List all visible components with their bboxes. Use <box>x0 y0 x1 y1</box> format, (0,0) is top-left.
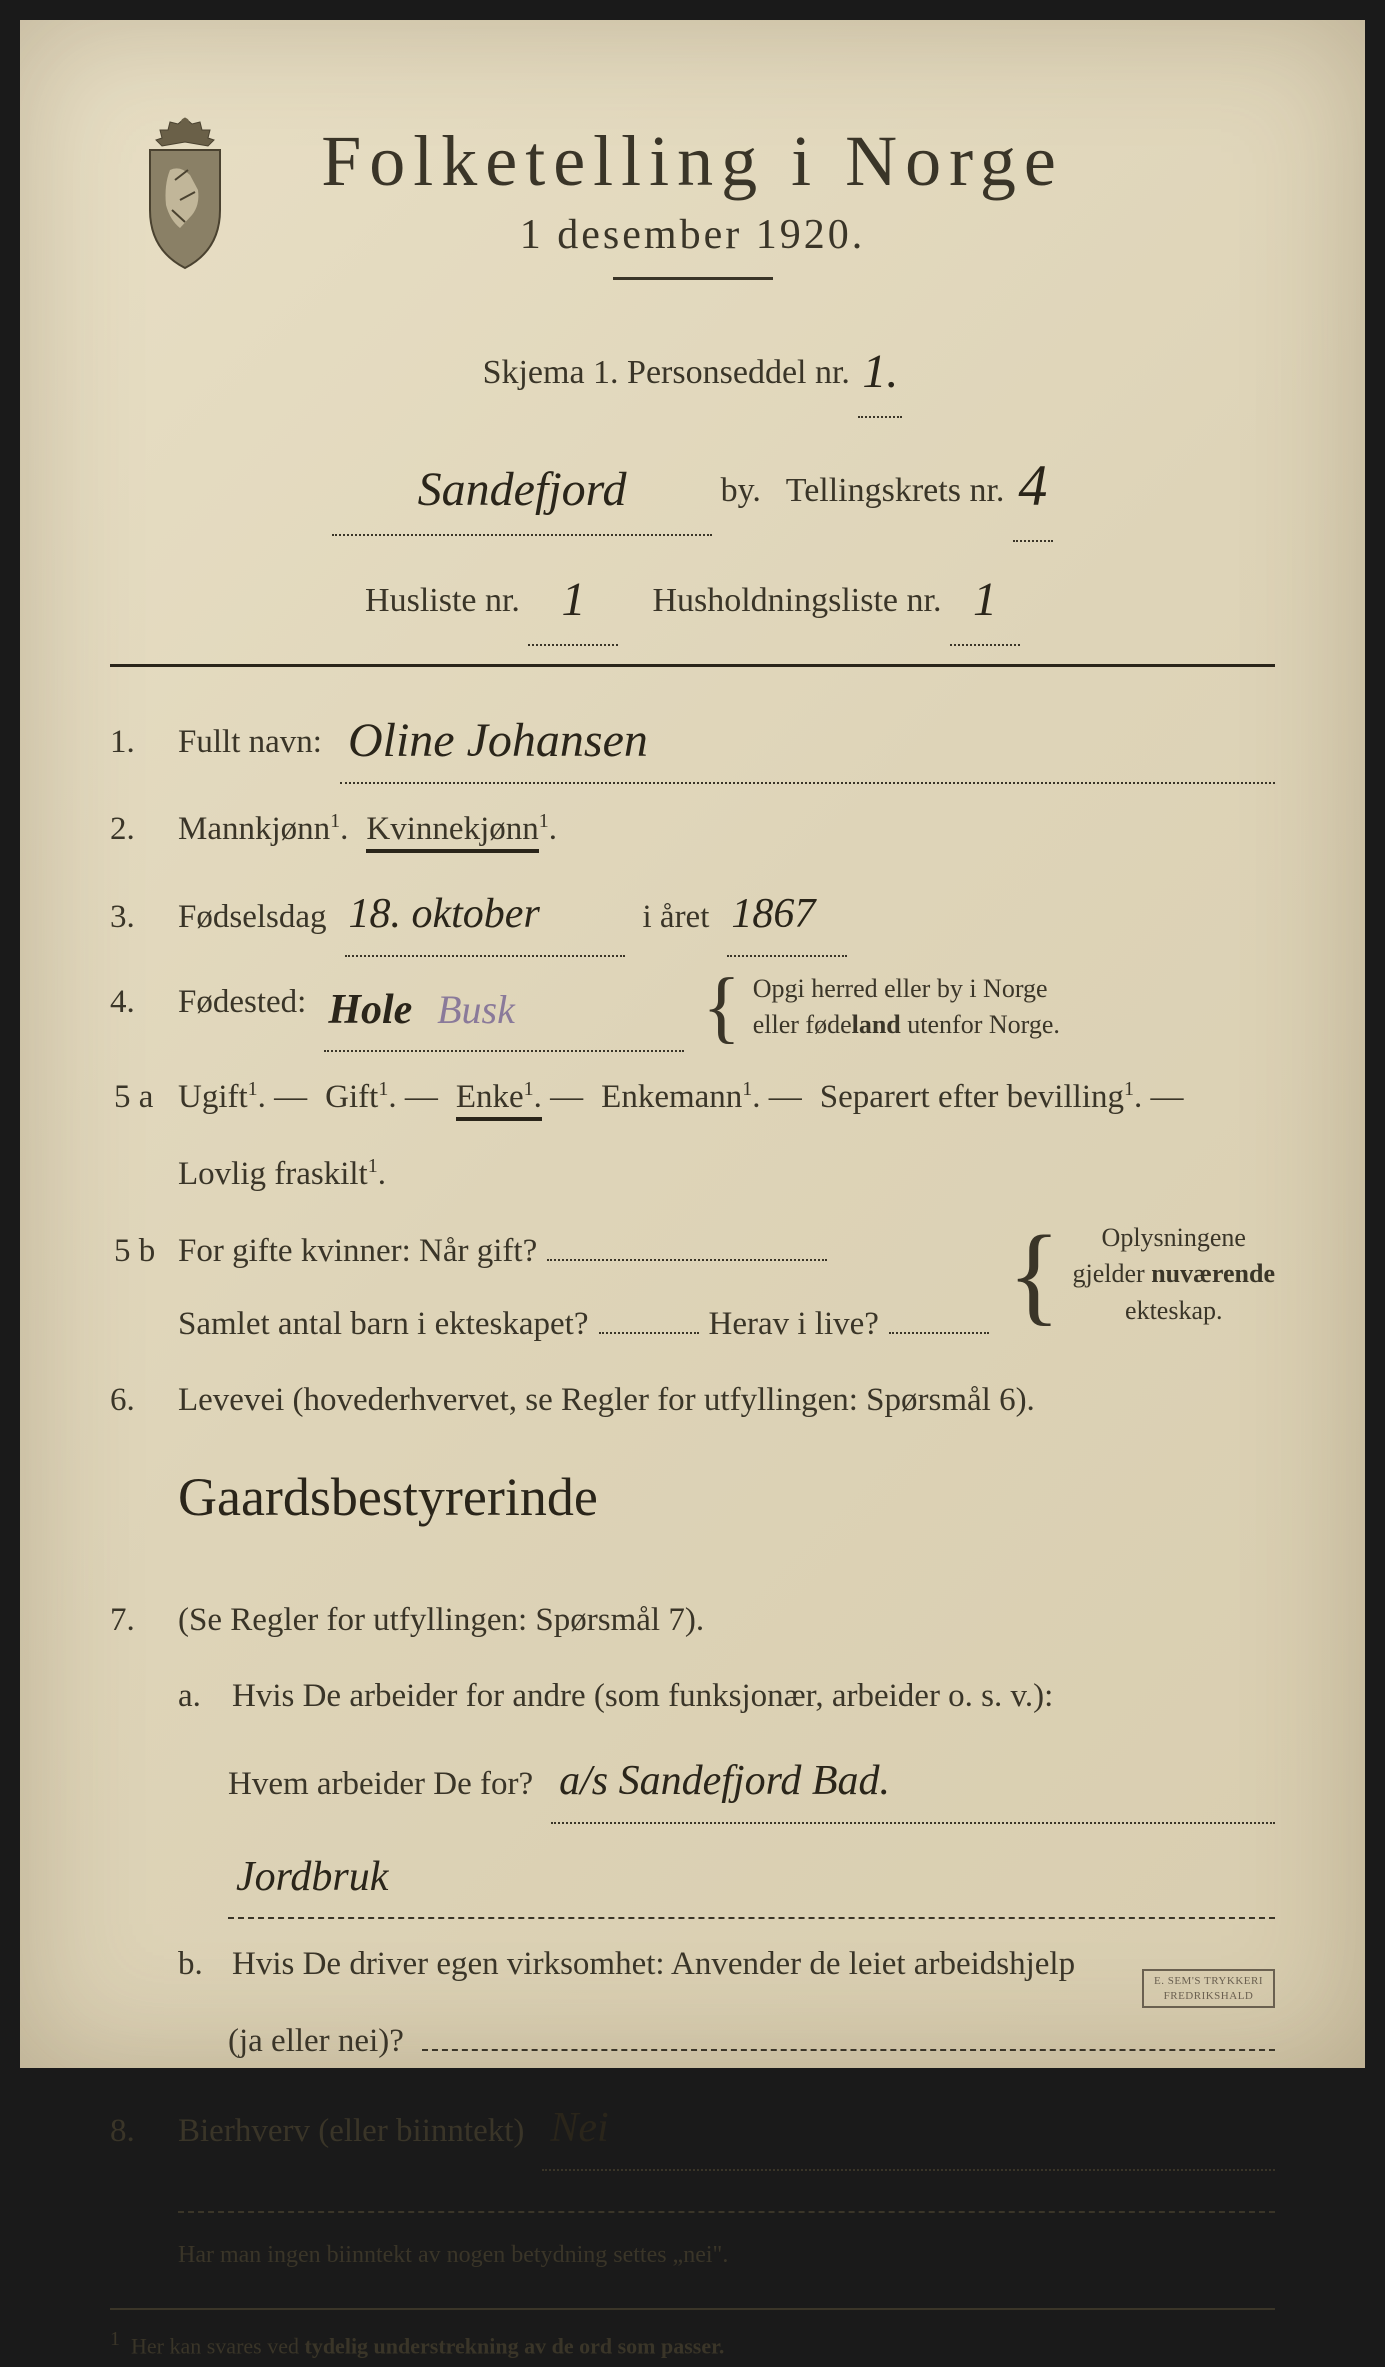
coat-of-arms-icon <box>130 110 240 270</box>
q7b-row2: (ja eller nei)? <box>110 2010 1275 2073</box>
form-body: 1. Fullt navn: Oline Johansen 2. Mannkjø… <box>110 691 1275 2367</box>
q1-label: Fullt navn: <box>178 711 322 774</box>
q7a-row2: Hvem arbeider De for? a/s Sandefjord Bad… <box>110 1742 1275 1824</box>
q7a-label2: Hvem arbeider De for? <box>228 1753 533 1816</box>
title-sub: 1 desember 1920. <box>110 211 1275 259</box>
skjema-label: Skjema 1. Personseddel nr. <box>483 354 850 391</box>
q4-label: Fødested: <box>178 971 306 1034</box>
personseddel-nr: 1. <box>862 324 898 420</box>
q5b-row: 5 b For gifte kvinner: Når gift? Samlet … <box>110 1220 1275 1355</box>
q2-num: 2. <box>110 798 160 861</box>
divider-full <box>110 664 1275 667</box>
title-main: Folketelling i Norge <box>110 120 1275 203</box>
q2-label2: Kvinnekjønn1. <box>366 798 557 861</box>
q4-note2c: utenfor Norge. <box>901 1010 1060 1039</box>
q4-row: 4. Fødested: Hole Busk { Opgi herred ell… <box>110 971 1275 1053</box>
q7-label: (Se Regler for utfyllingen: Spørsmål 7). <box>178 1589 704 1652</box>
q6-row: 6. Levevei (hovederhvervet, se Regler fo… <box>110 1369 1275 1432</box>
q5b-label2: Samlet antal barn i ekteskapet? <box>178 1293 589 1356</box>
q5b-label3: Herav i live? <box>709 1293 879 1356</box>
q3-year: 1867 <box>731 891 815 937</box>
q4-note2: eller føde <box>753 1010 852 1039</box>
q1-num: 1. <box>110 711 160 774</box>
q3-label: Fødselsdag <box>178 886 327 949</box>
q5b-num: 5 b <box>110 1220 160 1283</box>
q6-label: Levevei (hovederhvervet, se Regler for u… <box>178 1369 1035 1432</box>
q7a-label1: Hvis De arbeider for andre (som funksjon… <box>232 1665 1053 1728</box>
q7-row: 7. (Se Regler for utfyllingen: Spørsmål … <box>110 1589 1275 1652</box>
q6-num: 6. <box>110 1369 160 1432</box>
q5a-num: 5 a <box>110 1066 160 1129</box>
q3-day: 18. oktober <box>349 891 540 937</box>
q7a-value2: Jordbruk <box>236 1854 388 1900</box>
q1-row: 1. Fullt navn: Oline Johansen <box>110 691 1275 784</box>
q2-row: 2. Mannkjønn1. Kvinnekjønn1. <box>110 798 1275 861</box>
q3-mid: i året <box>643 886 710 949</box>
q2-label: Mannkjønn1. <box>178 798 348 861</box>
q7b-label1: Hvis De driver egen virksomhet: Anvender… <box>232 1933 1075 1996</box>
footnote1: Har man ingen biinntekt av nogen betydni… <box>110 2233 1275 2279</box>
tellingskrets-label: Tellingskrets nr. <box>786 472 1005 509</box>
q5b-label1: For gifte kvinner: Når gift? <box>178 1220 537 1283</box>
q5b-note-block: { Oplysningene gjelder nuværende ekteska… <box>1008 1220 1275 1329</box>
q4-note2b: land <box>852 1010 901 1039</box>
tellingskrets-nr: 4 <box>1018 428 1047 544</box>
q7b-label2: (ja eller nei)? <box>228 2010 404 2073</box>
q3-row: 3. Fødselsdag 18. oktober i året 1867 <box>110 875 1275 957</box>
q4-value2: Busk <box>437 987 515 1032</box>
q8-row2 <box>110 2185 1275 2213</box>
q7a-row1: a. Hvis De arbeider for andre (som funks… <box>110 1665 1275 1728</box>
footnote2: 1 Her kan svares ved tydelig understrekn… <box>110 2320 1275 2367</box>
meta-block: Skjema 1. Personseddel nr. 1. Sandefjord… <box>110 320 1275 646</box>
q8-label: Bierhverv (eller biinntekt) <box>178 2100 524 2163</box>
husliste-nr: 1 <box>561 552 585 648</box>
q5a-row: 5 a Ugift1. — Gift1. — Enke1. — Enkemann… <box>110 1066 1275 1129</box>
by-suffix: by. <box>721 472 761 509</box>
q1-value: Oline Johansen <box>348 695 648 786</box>
q5a-row2: Lovlig fraskilt1. <box>110 1143 1275 1206</box>
q4-note1: Opgi herred eller by i Norge <box>753 974 1048 1003</box>
q8-row: 8. Bierhverv (eller biinntekt) Nei <box>110 2089 1275 2171</box>
q4-note-block: { Opgi herred eller by i Norge eller fød… <box>702 971 1060 1044</box>
q7a-value: a/s Sandefjord Bad. <box>559 1758 890 1804</box>
husholdning-label: Husholdningsliste nr. <box>652 582 941 619</box>
q6-value: Gaardsbestyrerinde <box>110 1446 1275 1549</box>
q7a-row3: Jordbruk <box>110 1838 1275 1920</box>
q7-num: 7. <box>110 1589 160 1652</box>
q3-num: 3. <box>110 886 160 949</box>
by-name: Sandefjord <box>418 442 627 538</box>
printer-stamp: E. SEM'S TRYKKERI FREDRIKSHALD <box>1142 1969 1275 2008</box>
footnote-divider <box>110 2308 1275 2310</box>
q4-num: 4. <box>110 971 160 1034</box>
husholdning-nr: 1 <box>973 552 997 648</box>
q8-value: Nei <box>550 2105 608 2151</box>
husliste-label: Husliste nr. <box>365 582 520 619</box>
header: Folketelling i Norge 1 desember 1920. <box>110 120 1275 280</box>
q7b-row1: b. Hvis De driver egen virksomhet: Anven… <box>110 1933 1275 1996</box>
divider <box>613 277 773 280</box>
census-form-page: Folketelling i Norge 1 desember 1920. Sk… <box>20 20 1365 2068</box>
q4-value: Hole <box>328 987 412 1033</box>
q8-num: 8. <box>110 2100 160 2163</box>
